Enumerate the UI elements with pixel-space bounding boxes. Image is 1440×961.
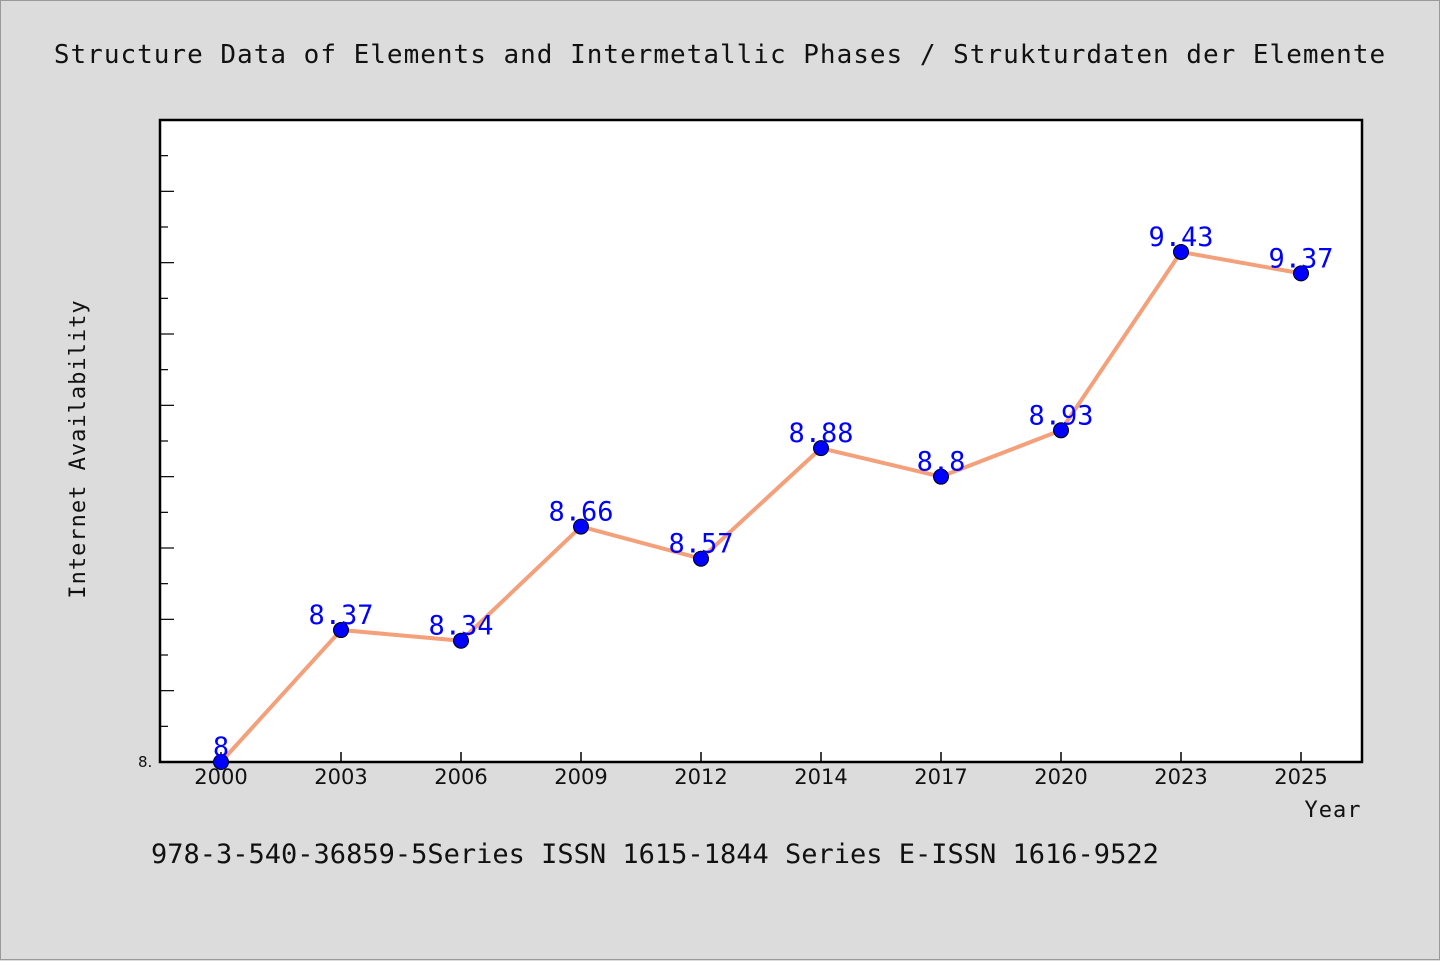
data-point xyxy=(1173,243,1189,260)
x-tick-label: 2009 xyxy=(554,765,607,789)
data-label: 8.8 xyxy=(917,447,966,478)
series-layer: 8 8.37 8.34 8.66 8.57 8.88 8.8 8.93 9.43 9.37 xyxy=(213,222,1334,770)
data-label: 8 xyxy=(213,732,229,763)
data-label: 8.93 xyxy=(1028,400,1093,431)
x-axis-title: Year xyxy=(1305,798,1362,823)
y-tick-label: 8. xyxy=(138,753,152,771)
data-point xyxy=(693,550,709,567)
data-label: 8.88 xyxy=(788,418,853,449)
data-label: 9.43 xyxy=(1148,222,1213,253)
plot-area xyxy=(158,118,1364,764)
x-axis-ticks: 2000 2003 2006 2009 2012 2014 2017 2020 2023 2025 xyxy=(194,752,1328,789)
data-point xyxy=(933,468,949,485)
x-tick-label: 2025 xyxy=(1274,765,1327,789)
data-label: 8.66 xyxy=(548,497,613,528)
data-point xyxy=(573,518,589,535)
data-label: 8.57 xyxy=(668,529,733,560)
series-line xyxy=(219,249,1302,764)
data-label: 8.37 xyxy=(308,600,373,631)
y-axis-ticks xyxy=(160,155,174,727)
data-label: 9.37 xyxy=(1268,243,1333,274)
data-point xyxy=(1293,265,1309,282)
x-tick-label: 2006 xyxy=(434,765,487,789)
data-point xyxy=(453,632,469,649)
data-label: 8.34 xyxy=(428,611,493,642)
x-tick-label: 2023 xyxy=(1154,765,1207,789)
x-tick-label: 2014 xyxy=(794,765,847,789)
data-point xyxy=(1053,422,1069,439)
x-tick-label: 2003 xyxy=(314,765,367,789)
data-point xyxy=(213,754,229,770)
footer-isbn-issn: 978-3-540-36859-5Series ISSN 1615-1844 S… xyxy=(151,839,1159,870)
x-tick-label: 2012 xyxy=(674,765,727,789)
x-tick-label: 2017 xyxy=(914,765,967,789)
y-axis-title: Internet Availability xyxy=(66,299,91,598)
data-point xyxy=(333,622,349,639)
chart-title: Structure Data of Elements and Intermeta… xyxy=(54,40,1386,70)
data-point xyxy=(813,440,829,457)
x-tick-label: 2020 xyxy=(1034,765,1087,789)
